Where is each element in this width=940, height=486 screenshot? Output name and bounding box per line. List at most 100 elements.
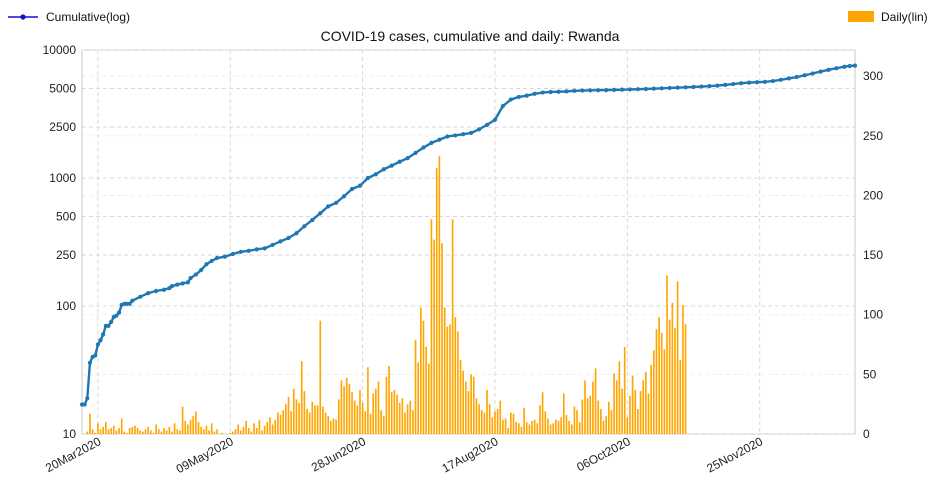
cumulative-point	[93, 353, 98, 358]
daily-bar	[258, 419, 261, 434]
cumulative-point	[786, 76, 791, 81]
cumulative-point	[114, 313, 119, 318]
daily-bar	[517, 423, 520, 434]
cumulative-point	[794, 74, 799, 80]
daily-bar	[128, 428, 131, 434]
y-right-tick-label: 300	[863, 69, 883, 83]
daily-bar	[303, 391, 306, 434]
daily-bar	[520, 426, 523, 434]
daily-bar	[102, 426, 104, 434]
daily-bar	[412, 410, 414, 434]
daily-bar	[171, 431, 173, 434]
cumulative-point	[381, 167, 386, 172]
y-left-tick-label: 1000	[49, 171, 76, 185]
daily-bar	[195, 411, 197, 434]
daily-bar	[679, 360, 682, 434]
daily-bar	[382, 416, 385, 434]
daily-bar	[600, 408, 602, 434]
cumulative-point	[286, 235, 291, 241]
cumulative-point	[209, 258, 214, 264]
daily-bar	[592, 381, 594, 434]
daily-bar	[380, 410, 382, 434]
daily-bar	[181, 406, 184, 434]
y-left-tick-label: 100	[56, 299, 76, 313]
daily-bar	[372, 393, 375, 434]
daily-bar	[602, 420, 605, 434]
daily-bar	[655, 329, 658, 434]
cumulative-point	[109, 319, 114, 325]
daily-bar	[451, 219, 454, 434]
cumulative-point	[199, 267, 204, 273]
cumulative-point	[762, 79, 768, 84]
cumulative-point	[453, 133, 458, 138]
daily-bar	[404, 412, 406, 434]
daily-bar	[184, 420, 187, 434]
daily-bar	[629, 395, 631, 434]
daily-bar	[290, 411, 292, 434]
daily-bar	[250, 431, 253, 434]
cumulative-point	[130, 298, 135, 303]
daily-bar	[393, 389, 396, 434]
daily-bar	[607, 401, 610, 434]
daily-bar	[308, 412, 311, 434]
daily-bar	[155, 424, 157, 434]
daily-bar	[142, 431, 144, 434]
cumulative-point	[116, 310, 122, 315]
daily-bar	[237, 424, 240, 434]
daily-bar	[621, 388, 623, 434]
cumulative-point	[397, 159, 402, 164]
daily-bar	[165, 430, 168, 434]
daily-bar	[531, 420, 533, 434]
y-right-tick-label: 50	[863, 367, 877, 381]
daily-bar	[647, 393, 650, 434]
daily-bar	[367, 367, 369, 434]
cumulative-point	[214, 255, 220, 261]
daily-bar	[623, 346, 626, 434]
cumulative-point	[619, 87, 625, 92]
cumulative-point	[707, 84, 712, 89]
daily-bar	[441, 243, 443, 434]
daily-bar	[676, 281, 679, 434]
cumulative-point	[85, 396, 90, 401]
daily-bar	[295, 399, 298, 434]
cumulative-point	[95, 342, 100, 347]
cumulative-point	[842, 64, 847, 69]
cumulative-point	[659, 86, 664, 91]
cumulative-point	[500, 103, 506, 109]
cumulative-point	[101, 332, 106, 337]
daily-bar	[568, 420, 570, 434]
daily-bar	[340, 380, 343, 434]
y-left-tick-label: 250	[56, 248, 76, 262]
daily-bar	[187, 424, 189, 434]
daily-bar	[610, 410, 613, 434]
daily-bar	[300, 361, 303, 434]
daily-bar	[494, 411, 496, 434]
daily-bar	[200, 426, 202, 434]
daily-bar	[637, 408, 639, 434]
daily-bar	[234, 429, 237, 434]
y-left-tick-label: 5000	[49, 82, 76, 96]
daily-bar	[597, 400, 600, 434]
daily-bar	[433, 239, 435, 434]
cumulative-point	[699, 84, 704, 89]
y-left-tick-label: 10000	[43, 43, 77, 57]
daily-bar	[152, 432, 155, 434]
daily-bar	[229, 432, 232, 434]
daily-bar	[544, 411, 547, 434]
daily-bar	[285, 404, 287, 434]
cumulative-point	[516, 94, 521, 100]
cumulative-line-layer	[79, 63, 858, 407]
daily-bar	[425, 346, 427, 434]
daily-bar	[324, 412, 327, 434]
daily-bar	[573, 406, 576, 434]
daily-bar	[89, 413, 91, 434]
daily-bar	[298, 402, 300, 434]
cumulative-point	[770, 78, 776, 84]
daily-bar	[361, 402, 364, 434]
cumulative-point	[723, 82, 728, 87]
legend-cumulative: Cumulative(log)	[8, 10, 130, 24]
daily-bar	[480, 410, 483, 434]
cumulative-point	[278, 239, 283, 244]
